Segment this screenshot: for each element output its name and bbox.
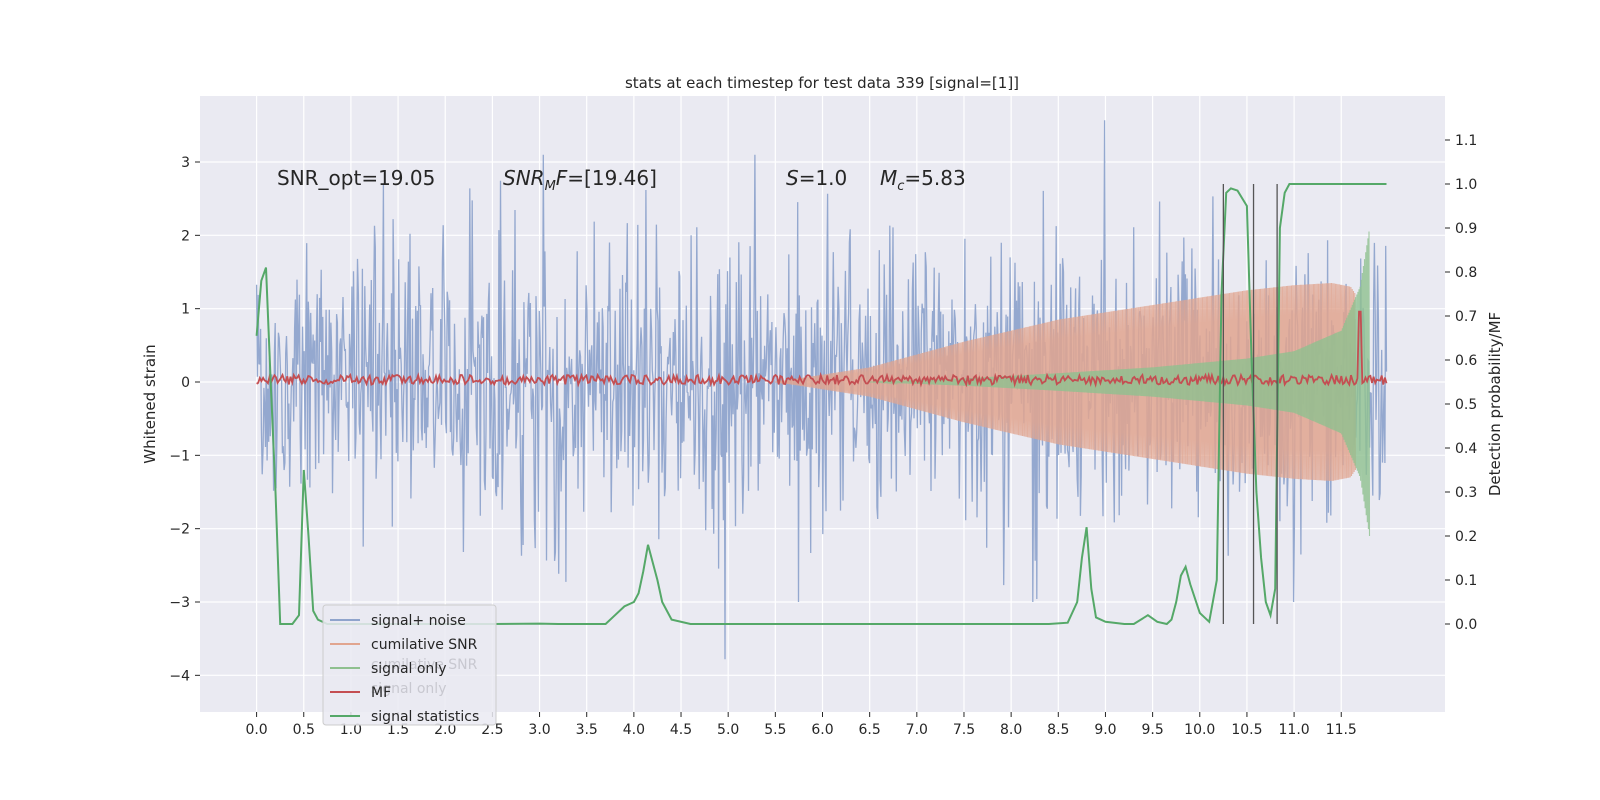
yr-tick-label-1: 1.0 <box>1455 177 1477 193</box>
annotation-mc: Mc=5.83 <box>880 166 966 194</box>
yr-tick-label-2: 0.9 <box>1455 221 1477 237</box>
chart-title: stats at each timestep for test data 339… <box>625 74 1019 92</box>
yl-tick-label-3: 0 <box>181 375 190 391</box>
yr-tick-label-7: 0.4 <box>1455 441 1477 457</box>
yl-tick-label-2: 1 <box>181 302 190 318</box>
yr-tick-label-9: 0.2 <box>1455 529 1477 545</box>
x-tick-label-18: 9.0 <box>1094 722 1116 738</box>
y-right-label: Detection probability/MF <box>1486 312 1504 496</box>
x-tick-label-16: 8.0 <box>1000 722 1022 738</box>
x-tick-label-7: 3.5 <box>576 722 598 738</box>
x-tick-label-20: 10.0 <box>1184 722 1215 738</box>
x-tick-label-0: 0.0 <box>245 722 267 738</box>
yl-tick-label-4: −1 <box>169 448 190 464</box>
yl-tick-label-7: −4 <box>169 668 190 684</box>
noise-series <box>255 120 1388 660</box>
yr-tick-label-10: 0.1 <box>1455 573 1477 589</box>
annotation-snr-mf: SNRMF=[19.46] <box>503 166 657 194</box>
x-tick-label-13: 6.5 <box>859 722 881 738</box>
x-tick-label-9: 4.5 <box>670 722 692 738</box>
annotations: SNR_opt=19.05 SNRMF=[19.46] S=1.0 Mc=5.8… <box>277 166 966 194</box>
annotation-s: S=1.0 <box>786 166 847 190</box>
x-tick-label-4: 2.0 <box>434 722 456 738</box>
x-tick-label-8: 4.0 <box>623 722 645 738</box>
x-tick-label-19: 9.5 <box>1141 722 1163 738</box>
yr-tick-label-8: 0.3 <box>1455 485 1477 501</box>
x-tick-label-3: 1.5 <box>387 722 409 738</box>
legend-label-4: signal statistics <box>371 709 479 725</box>
yr-tick-label-6: 0.5 <box>1455 397 1477 413</box>
mf-series <box>256 310 1388 388</box>
legend-label-3: MF <box>371 685 391 701</box>
x-tick-label-12: 6.0 <box>811 722 833 738</box>
x-tick-label-1: 0.5 <box>293 722 315 738</box>
yr-tick-label-4: 0.7 <box>1455 309 1477 325</box>
detection-lines <box>1222 184 1278 624</box>
x-tick-label-2: 1.0 <box>340 722 362 738</box>
legend-box <box>322 604 497 726</box>
yr-tick-label-3: 0.8 <box>1455 265 1477 281</box>
noise-trace <box>255 120 1388 660</box>
x-tick-label-21: 10.5 <box>1231 722 1262 738</box>
yr-tick-label-0: 1.1 <box>1455 133 1477 149</box>
yl-tick-label-6: −3 <box>169 595 190 611</box>
yl-tick-label-5: −2 <box>169 522 190 538</box>
y-left-label: Whitened strain <box>141 344 159 463</box>
legend-label-0: signal+ noise <box>371 613 466 629</box>
x-tick-label-15: 7.5 <box>953 722 975 738</box>
legend-label-2: signal only <box>371 661 446 677</box>
legend-label-1: cumilative SNR <box>371 637 478 653</box>
annotation-snr-opt: SNR_opt=19.05 <box>277 166 435 190</box>
x-tick-label-11: 5.5 <box>764 722 786 738</box>
y-left-axis-ticks: 3 2 1 0 −1 −2 −3 −4 <box>169 155 200 684</box>
yl-tick-label-1: 2 <box>181 228 190 244</box>
x-tick-label-17: 8.5 <box>1047 722 1069 738</box>
x-tick-label-10: 5.0 <box>717 722 739 738</box>
legend-ghost-1: cumilative SNR <box>371 657 478 673</box>
legend: cumilative SNR signal only signal+ noise… <box>322 604 497 726</box>
x-axis-ticks: 0.0 0.5 1.0 1.5 2.0 2.5 3.0 3.5 4.0 4.5 5.0 5.5 6.0 6… <box>245 712 1357 738</box>
mf-trace <box>256 310 1388 388</box>
yr-tick-label-5: 0.6 <box>1455 353 1477 369</box>
x-tick-label-23: 11.5 <box>1326 722 1357 738</box>
yr-tick-label-11: 0.0 <box>1455 617 1477 633</box>
y-right-axis-ticks: 1.1 1.0 0.9 0.8 0.7 0.6 0.5 0.4 0.3 0.2 0.1 0.0 <box>1445 133 1477 633</box>
yl-tick-label-0: 3 <box>181 155 190 171</box>
x-tick-label-22: 11.0 <box>1279 722 1310 738</box>
x-tick-label-14: 7.0 <box>906 722 928 738</box>
legend-ghost-2: signal only <box>371 681 446 697</box>
x-tick-label-6: 3.0 <box>528 722 550 738</box>
x-tick-label-5: 2.5 <box>481 722 503 738</box>
